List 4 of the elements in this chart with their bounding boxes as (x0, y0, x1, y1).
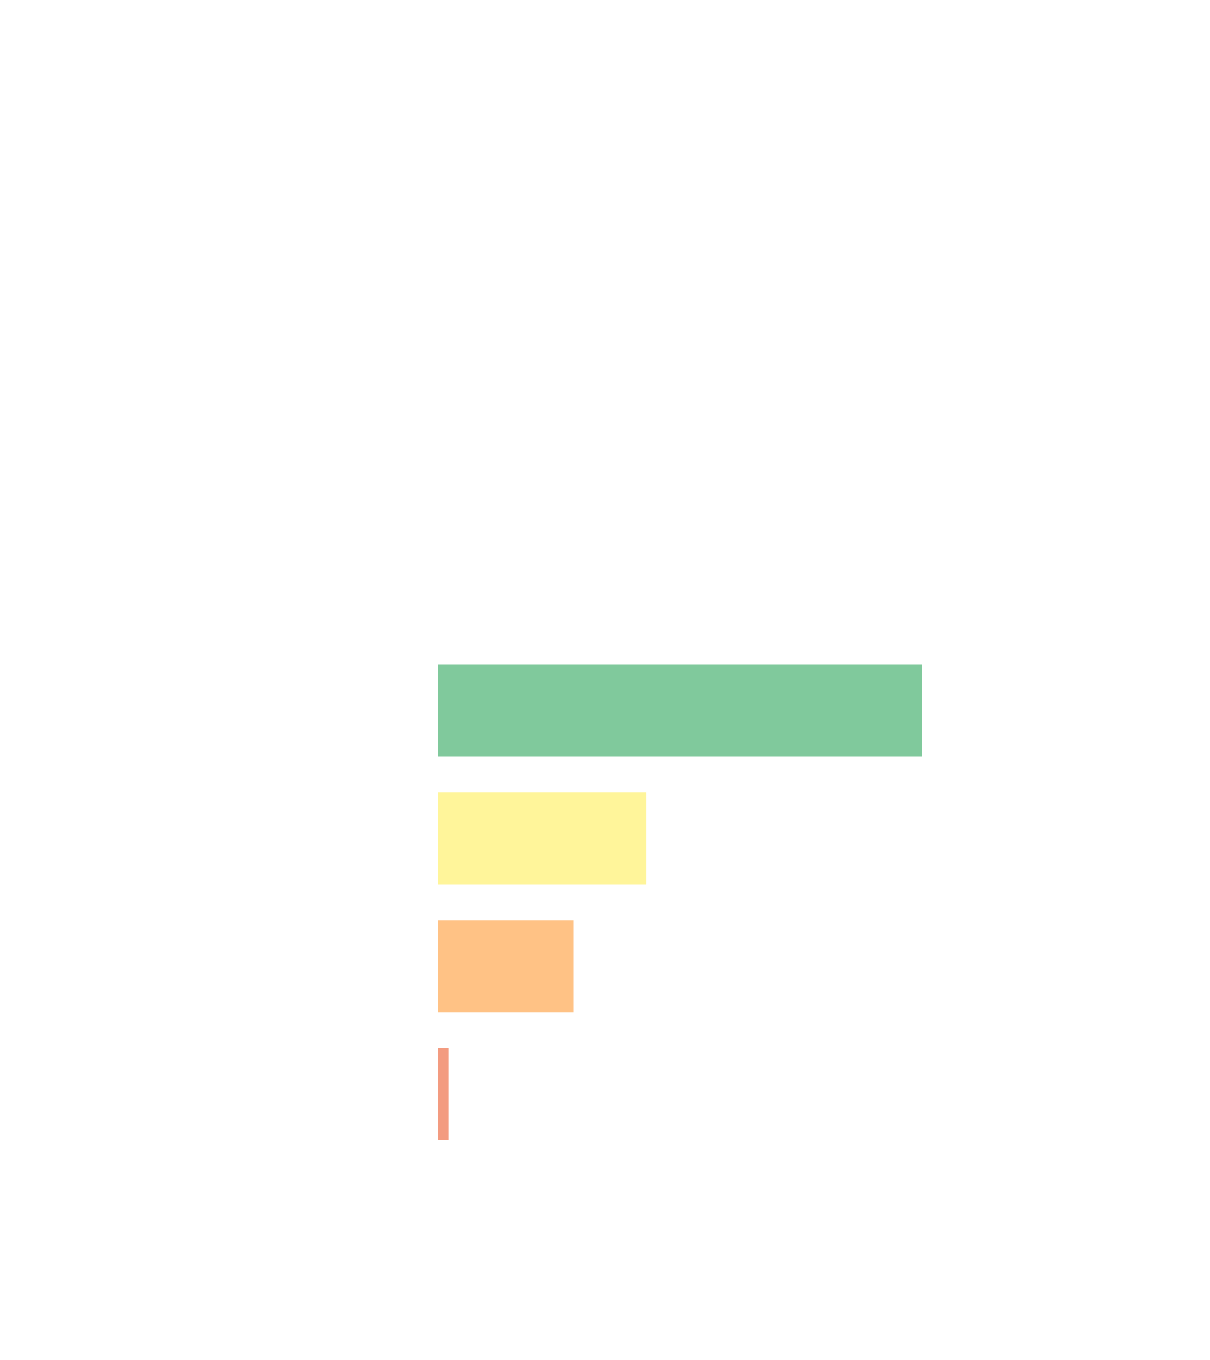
bar (438, 920, 574, 1013)
bar (438, 664, 922, 757)
bar (438, 792, 647, 885)
bar (438, 1048, 449, 1141)
